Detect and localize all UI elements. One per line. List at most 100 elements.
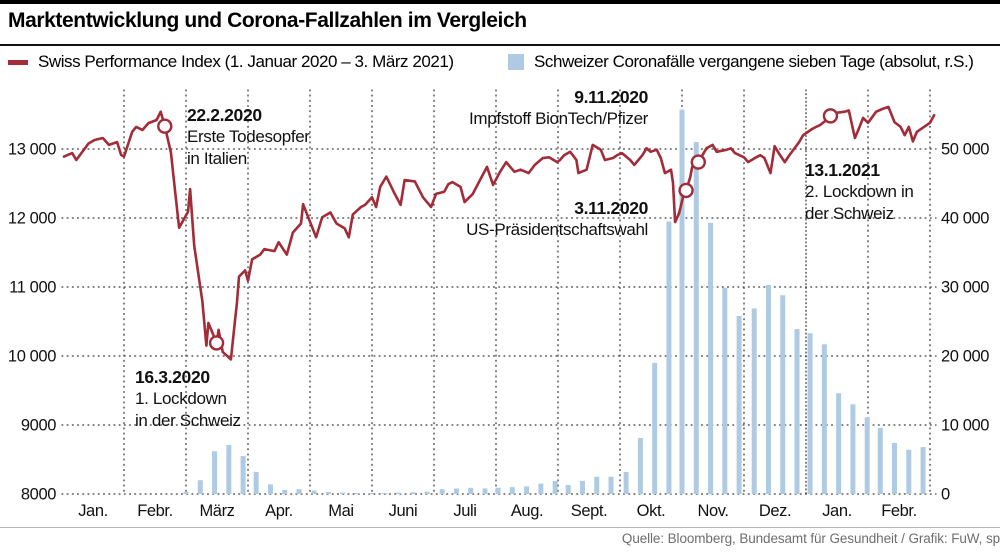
x-axis-month-label: Juli (453, 502, 476, 520)
corona-cases-bar (482, 488, 488, 494)
corona-cases-bar (652, 362, 658, 494)
y-right-tick-label: 0 (941, 486, 950, 504)
annotation-9-11-2020: 9.11.2020 Impfstoff BionTech/Pfizer (469, 86, 648, 130)
annotation-text: Erste Todesopfer (187, 127, 310, 146)
corona-cases-bar (183, 491, 189, 494)
corona-cases-bar (708, 222, 714, 494)
corona-cases-bar (267, 484, 273, 494)
x-axis-month-label: Dez. (759, 502, 791, 520)
corona-cases-bar (765, 284, 771, 494)
corona-cases-bar (906, 449, 912, 494)
title-rule (0, 44, 1000, 46)
y-left-tick-label: 11 000 (9, 279, 56, 297)
event-marker (157, 118, 173, 134)
y-right-tick-label: 30 000 (941, 279, 989, 297)
corona-cases-bar (736, 315, 742, 494)
corona-cases-bar (311, 490, 317, 494)
corona-cases-bar (495, 487, 501, 494)
corona-cases-bar (864, 417, 870, 494)
corona-cases-bar (538, 483, 544, 494)
legend-item-spi: Swiss Performance Index (1. Januar 2020 … (8, 52, 454, 72)
annotation-text: Impfstoff BionTech/Pfizer (469, 109, 648, 128)
corona-cases-bar (807, 333, 813, 494)
annotation-date: 3.11.2020 (574, 198, 648, 218)
corona-cases-bar (892, 442, 898, 494)
corona-cases-bar (693, 142, 699, 494)
annotation-text: 2. Lockdown in (805, 182, 914, 201)
corona-cases-bar (850, 404, 856, 494)
annotation-date: 13.1.2021 (805, 160, 880, 180)
source-credit: Quelle: Bloomberg, Bundesamt für Gesundh… (621, 531, 1000, 546)
corona-cases-bar (296, 489, 302, 494)
x-axis-month-label: Aug. (511, 502, 543, 520)
corona-cases-bar (453, 488, 459, 494)
corona-cases-bar (594, 476, 600, 494)
x-axis-month-label: Nov. (697, 502, 728, 520)
y-right-tick-label: 20 000 (941, 348, 989, 366)
x-axis-month-label: Febr. (137, 502, 173, 520)
event-marker (678, 182, 694, 199)
corona-cases-bar (637, 438, 643, 494)
y-left-tick-label: 8000 (21, 486, 56, 504)
annotation-16-3-2020: 16.3.2020 1. Lockdown in der Schweiz (135, 366, 241, 432)
y-left-tick-label: 12 000 (8, 210, 56, 228)
corona-cases-bar (565, 485, 571, 494)
corona-cases-bar (794, 329, 800, 494)
corona-cases-bar (579, 480, 585, 494)
annotation-22-2-2020: 22.2.2020 Erste Todesopfer in Italien (187, 104, 310, 170)
x-axis-month-label: Mai (328, 502, 353, 520)
corona-cases-bar (751, 308, 757, 494)
x-axis-month-label: Jan. (822, 502, 852, 520)
footer-rule (0, 527, 1000, 528)
y-left-tick-label: 13 000 (8, 141, 56, 159)
spi-line (62, 105, 936, 361)
annotation-text: US-Präsidentschaftswahl (466, 220, 648, 239)
x-axis-month-label: Juni (389, 502, 418, 520)
x-axis-month-label: Okt. (637, 502, 666, 520)
page-title: Marktentwicklung und Corona-Fallzahlen i… (8, 9, 527, 32)
corona-cases-bar (524, 486, 530, 494)
x-axis-month-label: Sept. (571, 502, 608, 520)
annotation-13-1-2021: 13.1.2021 2. Lockdown in der Schweiz (805, 159, 914, 225)
corona-cases-bar (821, 344, 827, 494)
event-marker (690, 154, 707, 170)
corona-cases-bar (679, 109, 685, 495)
annotation-date: 16.3.2020 (135, 367, 210, 387)
legend-label-spi: Swiss Performance Index (1. Januar 2020 … (38, 52, 454, 71)
corona-cases-bar (877, 427, 883, 494)
y-left-tick-label: 10 000 (8, 348, 56, 366)
legend-item-cases: Schweizer Coronafälle vergangene sieben … (508, 52, 974, 72)
annotation-date: 9.11.2020 (574, 87, 648, 107)
annotation-text: in der Schweiz (135, 411, 241, 430)
corona-cases-bar (368, 492, 374, 494)
corona-cases-bar (920, 447, 926, 494)
x-axis-month-label: Jan. (78, 502, 108, 520)
corona-cases-bar (666, 221, 672, 494)
corona-cases-bar (381, 492, 387, 494)
annotation-3-11-2020: 3.11.2020 US-Präsidentschaftswahl (466, 197, 648, 241)
corona-cases-bar (340, 492, 346, 494)
y-right-tick-label: 50 000 (941, 141, 989, 159)
y-left-tick-label: 9000 (21, 417, 56, 435)
corona-cases-bar (282, 489, 288, 494)
y-right-tick-label: 40 000 (941, 210, 989, 228)
top-rule (0, 0, 1000, 4)
corona-cases-bar (226, 445, 232, 494)
annotation-text: in Italien (187, 149, 247, 168)
event-marker (208, 335, 225, 351)
annotation-text: der Schweiz (805, 204, 894, 223)
corona-cases-bar (410, 492, 416, 494)
legend-label-cases: Schweizer Coronafälle vergangene sieben … (534, 52, 974, 71)
corona-cases-bar (509, 487, 515, 494)
y-right-tick-label: 10 000 (941, 417, 989, 435)
corona-cases-bar (212, 451, 218, 494)
corona-cases-bar (325, 491, 331, 494)
corona-cases-bar (354, 492, 360, 494)
corona-cases-bar (197, 480, 203, 494)
corona-cases-bar (396, 492, 402, 494)
x-axis-month-label: März (199, 502, 234, 520)
corona-cases-bar (240, 456, 246, 494)
corona-cases-bar (623, 471, 629, 494)
corona-cases-bar (439, 489, 445, 494)
annotation-text: 1. Lockdown (135, 389, 227, 408)
